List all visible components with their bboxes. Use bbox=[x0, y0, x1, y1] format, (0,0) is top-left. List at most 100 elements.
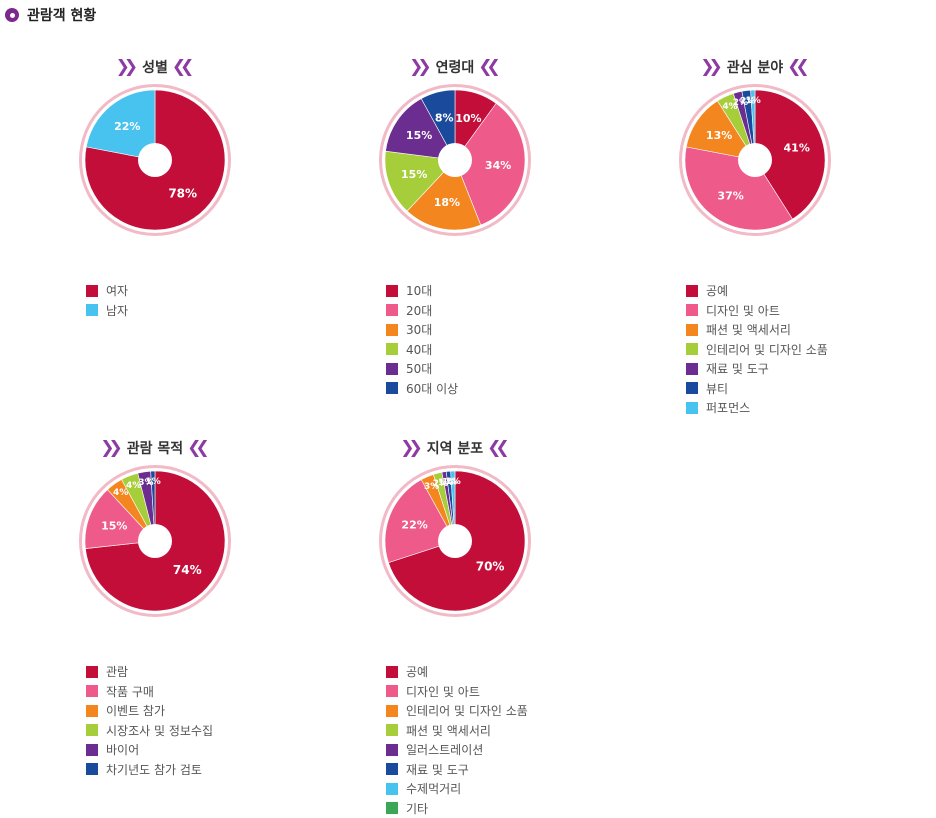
data-label-공예: 41% bbox=[784, 141, 810, 154]
section-header: 관람객 현황 bbox=[5, 5, 96, 25]
legend-swatch bbox=[386, 285, 398, 297]
legend-swatch bbox=[386, 744, 398, 756]
legend-swatch bbox=[386, 363, 398, 375]
legend-item-재료-및-도구: 재료 및 도구 bbox=[386, 760, 528, 780]
chevron-right-icon: ❯❯ bbox=[409, 59, 426, 76]
legend-swatch bbox=[686, 402, 698, 414]
legend-label: 바이어 bbox=[106, 741, 139, 758]
legend-label: 재료 및 도구 bbox=[406, 761, 469, 778]
chevron-right-icon: ❯❯ bbox=[100, 440, 117, 457]
legend-label: 인테리어 및 디자인 소품 bbox=[706, 341, 828, 358]
chart-title: ❯❯ 연령대 ❮❮ bbox=[380, 57, 530, 77]
legend-label: 20대 bbox=[406, 302, 432, 319]
legend-label: 작품 구매 bbox=[106, 683, 154, 700]
legend-item-관람: 관람 bbox=[86, 662, 213, 682]
data-label-50대: 15% bbox=[406, 129, 432, 142]
legend-item-일러스트레이션: 일러스트레이션 bbox=[386, 740, 528, 760]
legend-swatch bbox=[686, 304, 698, 316]
pie-center-hole bbox=[438, 143, 472, 177]
legend-label: 패션 및 액세서리 bbox=[706, 321, 791, 338]
legend-swatch bbox=[386, 382, 398, 394]
legend-label: 수제먹거리 bbox=[406, 780, 461, 797]
legend-label: 60대 이상 bbox=[406, 380, 458, 397]
pie-center-hole bbox=[438, 524, 472, 558]
data-label-30대: 18% bbox=[434, 196, 460, 209]
legend-swatch bbox=[386, 343, 398, 355]
pie-center-hole bbox=[138, 143, 172, 177]
pie-center-hole bbox=[738, 143, 772, 177]
legend-swatch bbox=[686, 324, 698, 336]
pie-center-hole bbox=[138, 524, 172, 558]
legend-item-인테리어-및-디자인-소품: 인테리어 및 디자인 소품 bbox=[686, 340, 828, 360]
legend-item-시장조사-및-정보수집: 시장조사 및 정보수집 bbox=[86, 721, 213, 741]
data-label-패션-및-액세서리: 13% bbox=[706, 129, 732, 142]
pie-chart: 78%22% bbox=[80, 85, 230, 235]
legend-item-패션-및-액세서리: 패션 및 액세서리 bbox=[386, 721, 528, 741]
legend-swatch bbox=[86, 744, 98, 756]
legend-item-50대: 50대 bbox=[386, 359, 458, 379]
legend-swatch bbox=[86, 304, 98, 316]
legend-item-퍼포먼스: 퍼포먼스 bbox=[686, 398, 828, 418]
legend-item-뷰티: 뷰티 bbox=[686, 379, 828, 399]
legend-swatch bbox=[386, 324, 398, 336]
data-label-10대: 10% bbox=[455, 112, 481, 125]
section-title: 관람객 현황 bbox=[27, 5, 96, 25]
legend-label: 시장조사 및 정보수집 bbox=[106, 722, 213, 739]
legend-swatch bbox=[386, 802, 398, 814]
chevron-left-icon: ❮❮ bbox=[478, 59, 495, 76]
pie-chart: 10%34%18%15%15%8% bbox=[380, 85, 530, 235]
legend-swatch bbox=[386, 304, 398, 316]
chevron-left-icon: ❮❮ bbox=[487, 440, 504, 457]
chevron-right-icon: ❯❯ bbox=[400, 440, 417, 457]
legend-item-바이어: 바이어 bbox=[86, 740, 213, 760]
chevron-left-icon: ❮❮ bbox=[787, 59, 804, 76]
data-label-관람: 74% bbox=[173, 563, 202, 577]
legend-item-수제먹거리: 수제먹거리 bbox=[386, 779, 528, 799]
chart-title-text: 연령대 bbox=[436, 57, 475, 77]
legend-label: 기타 bbox=[406, 800, 428, 817]
data-label-여자: 78% bbox=[168, 186, 197, 200]
chart-title-text: 지역 분포 bbox=[427, 438, 483, 458]
pie-chart: 70%22%3%2%1%1%1% bbox=[380, 466, 530, 616]
data-label-60대-이상: 8% bbox=[435, 112, 454, 125]
data-label-20대: 34% bbox=[485, 159, 511, 172]
legend-label: 30대 bbox=[406, 321, 432, 338]
legend-label: 재료 및 도구 bbox=[706, 360, 769, 377]
data-label-작품-구매: 15% bbox=[101, 519, 127, 532]
pie-chart: 41%37%13%4%2%2%1% bbox=[680, 85, 830, 235]
legend-swatch bbox=[386, 666, 398, 678]
legend-item-차기년도-참가-검토: 차기년도 참가 검토 bbox=[86, 760, 213, 780]
pie-chart: 74%15%4%4%3%1% bbox=[80, 466, 230, 616]
legend-swatch bbox=[86, 666, 98, 678]
chart-title-text: 관람 목적 bbox=[127, 438, 183, 458]
data-label-수제먹거리: 1% bbox=[446, 477, 461, 487]
legend-item-30대: 30대 bbox=[386, 320, 458, 340]
legend-item-기타: 기타 bbox=[386, 799, 528, 818]
legend-label: 50대 bbox=[406, 360, 432, 377]
legend-item-공예: 공예 bbox=[386, 662, 528, 682]
legend-swatch bbox=[686, 382, 698, 394]
legend-label: 인테리어 및 디자인 소품 bbox=[406, 702, 528, 719]
chart-title-text: 성별 bbox=[142, 57, 168, 77]
legend-item-공예: 공예 bbox=[686, 281, 828, 301]
data-label-디자인-및-아트: 22% bbox=[401, 519, 427, 532]
legend-item-패션-및-액세서리: 패션 및 액세서리 bbox=[686, 320, 828, 340]
legend-swatch bbox=[686, 343, 698, 355]
legend-label: 10대 bbox=[406, 282, 432, 299]
legend-swatch bbox=[686, 285, 698, 297]
legend-swatch bbox=[86, 685, 98, 697]
circle-bullet-icon bbox=[5, 8, 19, 22]
chart-title: ❯❯ 관람 목적 ❮❮ bbox=[80, 438, 230, 458]
legend-label: 차기년도 참가 검토 bbox=[106, 761, 202, 778]
legend-item-10대: 10대 bbox=[386, 281, 458, 301]
legend-item-인테리어-및-디자인-소품: 인테리어 및 디자인 소품 bbox=[386, 701, 528, 721]
legend-item-이벤트-참가: 이벤트 참가 bbox=[86, 701, 213, 721]
chevron-left-icon: ❮❮ bbox=[172, 59, 189, 76]
legend-item-작품-구매: 작품 구매 bbox=[86, 682, 213, 702]
legend-swatch bbox=[386, 685, 398, 697]
